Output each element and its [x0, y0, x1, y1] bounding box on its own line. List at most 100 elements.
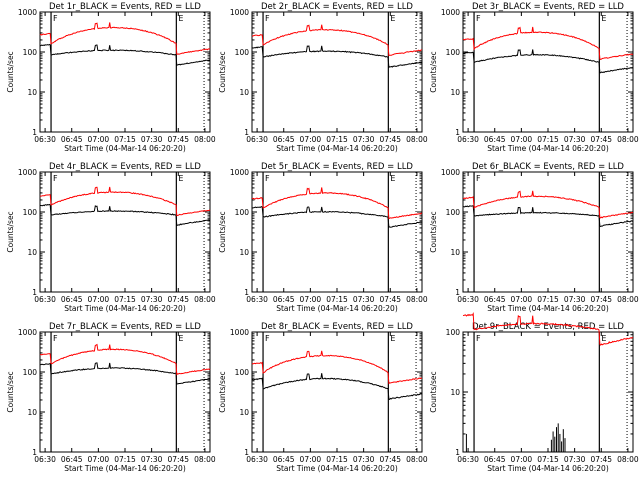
x-tick-label: 07:00 [511, 295, 533, 304]
x-axis-label: Start Time (04-Mar-14 06:20:20) [487, 464, 609, 473]
x-tick-label: 08:00 [406, 295, 428, 304]
x-tick-label: 07:15 [537, 455, 559, 464]
y-tick-label: 1000 [441, 168, 460, 177]
x-axis-label: Start Time (04-Mar-14 06:20:20) [487, 304, 609, 313]
x-tick-label: 08:00 [617, 135, 639, 144]
x-tick-label: 07:15 [114, 295, 136, 304]
x-tick-label: 06:30 [34, 455, 56, 464]
x-tick-label: 06:30 [246, 295, 268, 304]
y-tick-label: 10 [239, 88, 249, 97]
detector-panel-9: Det 9r_BLACK = Events, RED = LLD 1 10 100 06… [429, 311, 639, 473]
lld-series-line [251, 350, 423, 385]
event-marker-label: F [265, 334, 270, 343]
y-axis-label: Counts/sec [429, 371, 438, 412]
x-tick-label: 07:30 [564, 295, 586, 304]
lld-series-line [463, 190, 634, 219]
y-axis-label: Counts/sec [429, 211, 438, 252]
y-tick-label: 1000 [18, 8, 37, 17]
x-tick-label: 06:45 [61, 455, 83, 464]
events-series-line [462, 49, 634, 74]
x-tick-label: 08:00 [194, 295, 216, 304]
plot-frame [462, 331, 634, 453]
y-tick-label: 1000 [230, 328, 249, 337]
y-axis-label: Counts/sec [6, 211, 15, 252]
x-tick-label: 08:00 [406, 455, 428, 464]
detector-panel-8: Det 8r_BLACK = Events, RED = LLD 1 10 100 10… [218, 322, 428, 473]
plot-frame [251, 331, 423, 453]
y-tick-label: 100 [446, 48, 461, 57]
detector-panel-3: Det 3r_BLACK = Events, RED = LLD 1 10 100 10… [429, 2, 639, 153]
x-tick-label: 07:15 [326, 295, 348, 304]
plot-frame [39, 171, 211, 293]
lld-series-line [462, 311, 634, 346]
y-tick-label: 100 [446, 328, 461, 337]
y-tick-label: 10 [27, 408, 37, 417]
x-tick-label: 07:15 [537, 295, 559, 304]
x-tick-label: 06:30 [246, 135, 268, 144]
y-tick-label: 10 [239, 408, 249, 417]
event-marker-label: E [390, 14, 395, 23]
x-axis-label: Start Time (04-Mar-14 06:20:20) [64, 144, 186, 153]
x-tick-label: 06:45 [273, 135, 295, 144]
x-tick-label: 08:00 [617, 455, 639, 464]
x-tick-label: 07:30 [141, 135, 163, 144]
x-tick-label: 06:30 [457, 135, 479, 144]
lld-series-line [39, 22, 211, 55]
x-tick-label: 07:00 [511, 135, 533, 144]
x-tick-label: 07:15 [326, 455, 348, 464]
x-tick-label: 06:30 [34, 295, 56, 304]
event-marker-label: F [53, 174, 58, 183]
event-marker-label: E [390, 334, 395, 343]
x-axis-label: Start Time (04-Mar-14 06:20:20) [64, 464, 186, 473]
x-tick-label: 08:00 [194, 455, 216, 464]
plot-frame [462, 11, 634, 133]
x-tick-label: 07:45 [590, 135, 612, 144]
event-marker-label: F [265, 14, 270, 23]
y-tick-label: 100 [235, 208, 250, 217]
x-tick-label: 06:30 [457, 455, 479, 464]
y-tick-label: 1 [32, 288, 37, 297]
x-tick-label: 07:30 [564, 455, 586, 464]
x-axis-label: Start Time (04-Mar-14 06:20:20) [276, 304, 398, 313]
y-tick-label: 10 [239, 248, 249, 257]
x-tick-label: 06:30 [246, 455, 268, 464]
lld-series-line [251, 24, 423, 57]
detector-panel-4: Det 4r_BLACK = Events, RED = LLD 1 10 100 10… [6, 162, 216, 313]
y-tick-label: 1 [455, 128, 460, 137]
plot-frame [462, 171, 634, 293]
y-tick-label: 10 [450, 388, 460, 397]
y-tick-label: 1 [32, 128, 37, 137]
events-series-line [40, 203, 211, 227]
event-marker-label: F [476, 14, 481, 23]
event-marker-label: F [476, 174, 481, 183]
y-tick-label: 1 [244, 448, 249, 457]
detector-panel-7: Det 7r_BLACK = Events, RED = LLD 1 10 100 10… [6, 322, 216, 473]
x-tick-label: 07:45 [167, 295, 189, 304]
x-tick-label: 07:00 [300, 455, 322, 464]
lld-series-line [39, 343, 211, 376]
y-tick-label: 1 [455, 448, 460, 457]
x-axis-label: Start Time (04-Mar-14 06:20:20) [276, 464, 398, 473]
y-tick-label: 10 [450, 248, 460, 257]
event-marker-label: E [601, 174, 606, 183]
panel-title: Det 3r_BLACK = Events, RED = LLD [472, 2, 624, 12]
plot-frame [39, 11, 211, 133]
x-tick-label: 07:45 [379, 455, 401, 464]
x-tick-label: 06:30 [34, 135, 56, 144]
detector-panel-5: Det 5r_BLACK = Events, RED = LLD 1 10 100 10… [218, 162, 428, 313]
events-series-line [462, 205, 634, 228]
detector-panel-6: Det 6r_BLACK = Events, RED = LLD 1 10 100 10… [429, 162, 639, 313]
x-tick-label: 07:15 [114, 135, 136, 144]
panel-title: Det 1r_BLACK = Events, RED = LLD [49, 2, 201, 12]
events-series-line [39, 362, 211, 385]
lld-series-line [462, 26, 634, 60]
y-tick-label: 1000 [18, 168, 37, 177]
x-tick-label: 07:30 [141, 455, 163, 464]
x-axis-label: Start Time (04-Mar-14 06:20:20) [276, 144, 398, 153]
panel-title: Det 2r_BLACK = Events, RED = LLD [261, 2, 413, 12]
x-tick-label: 07:30 [564, 135, 586, 144]
y-axis-label: Counts/sec [429, 51, 438, 92]
panel-title: Det 9r_BLACK = Events, RED = LLD [472, 322, 624, 332]
events-series-line [251, 45, 423, 69]
